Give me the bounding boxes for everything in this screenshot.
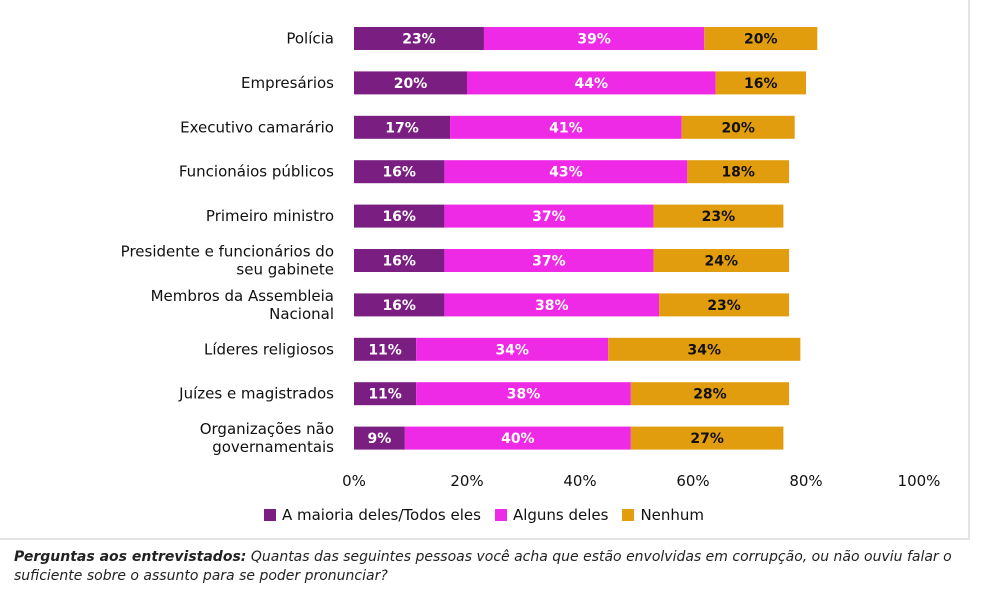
x-tick-label: 100%: [898, 472, 941, 490]
data-label: 23%: [402, 32, 436, 48]
data-label: 9%: [368, 431, 392, 447]
data-label: 17%: [385, 120, 419, 136]
data-label: 27%: [690, 431, 724, 447]
data-label: 16%: [382, 254, 416, 270]
x-tick-label: 0%: [342, 472, 366, 490]
legend-item: Nenhum: [622, 506, 704, 524]
data-label: 34%: [688, 342, 722, 358]
bar-segment: [354, 293, 445, 317]
bar-segment: [354, 382, 417, 406]
bar-segment: [444, 249, 654, 272]
bar-segment: [704, 27, 818, 50]
bar-segment: [653, 204, 784, 228]
x-tick-label: 40%: [563, 472, 596, 490]
bar-segment: [416, 382, 631, 406]
bar-segment: [354, 71, 467, 95]
bar-segment: [354, 337, 417, 361]
footnote: Perguntas aos entrevistados: Quantas das…: [14, 548, 974, 586]
bar-segment: [450, 115, 682, 139]
legend-swatch: [494, 509, 507, 521]
bar-segment: [630, 426, 784, 450]
bar-segment: [630, 382, 790, 406]
data-label: 38%: [507, 387, 541, 403]
bar-segment: [483, 27, 705, 50]
data-label: 40%: [501, 431, 535, 447]
category-label: Primeiro ministro: [206, 207, 334, 225]
legend-item: A maioria deles/Todos eles: [263, 506, 481, 524]
data-label: 41%: [549, 120, 583, 136]
stacked-bar-chart: Polícia 23% 39% 20% Empresários 20% 44% 16% Exec…: [121, 27, 941, 490]
bar-segment: [354, 249, 445, 272]
legend-label: Alguns deles: [512, 506, 609, 524]
legend: A maioria deles/Todos eles Alguns deles Ne…: [0, 506, 968, 524]
bar-segment: [354, 115, 451, 139]
bar-segment: [681, 115, 795, 139]
legend-swatch: [263, 509, 276, 521]
data-label: 16%: [382, 298, 416, 314]
data-label: 20%: [394, 76, 428, 92]
bar-segment: [659, 293, 790, 317]
bar-segment: [404, 426, 631, 450]
category-label: Funcionáios públicos: [179, 163, 334, 181]
data-label: 23%: [702, 209, 736, 225]
data-label: 43%: [549, 165, 583, 181]
category-label: Membros da Assembleia Nacional: [151, 287, 334, 323]
data-label: 37%: [532, 254, 566, 270]
legend-label: Nenhum: [640, 506, 705, 524]
category-label: Juízes e magistrados: [178, 385, 334, 403]
data-label: 20%: [744, 32, 778, 48]
bar-segment: [467, 71, 716, 95]
data-label: 11%: [368, 342, 402, 358]
footnote-text: Quantas das seguintes pessoas você acha …: [14, 549, 952, 584]
chart-frame: Polícia 23% 39% 20% Empresários 20% 44% 16% Exec…: [0, 0, 970, 540]
bar-segment: [715, 71, 806, 95]
category-label: Executivo camarário: [180, 118, 334, 136]
data-label: 16%: [744, 76, 778, 92]
data-label: 28%: [693, 387, 727, 403]
data-label: 20%: [721, 120, 755, 136]
data-label: 16%: [382, 209, 416, 225]
category-label: Presidente e funcionários do seu gabinete: [121, 243, 334, 279]
category-label: Empresários: [241, 74, 334, 92]
data-label: 23%: [707, 298, 741, 314]
bar-segment: [444, 160, 688, 184]
data-label: 11%: [368, 387, 402, 403]
x-tick-label: 60%: [676, 472, 709, 490]
bar-segment: [354, 160, 445, 184]
bar-segment: [687, 160, 790, 184]
data-label: 39%: [577, 32, 611, 48]
legend-label: A maioria deles/Todos eles: [281, 506, 481, 524]
data-label: 16%: [382, 165, 416, 181]
x-tick-label: 80%: [789, 472, 822, 490]
x-tick-label: 20%: [450, 472, 483, 490]
bar-segment: [444, 293, 660, 317]
bar-segment: [354, 204, 445, 228]
bar-segment: [444, 204, 654, 228]
data-label: 37%: [532, 209, 566, 225]
category-label: Polícia: [286, 30, 334, 48]
bar-segment: [653, 249, 790, 272]
category-label: Líderes religiosos: [204, 340, 334, 358]
bar-segment: [608, 337, 801, 361]
legend-swatch: [622, 509, 635, 521]
category-label: Organizações não governamentais: [200, 420, 334, 456]
data-label: 24%: [704, 254, 738, 270]
bar-segment: [416, 337, 609, 361]
bar-segment: [354, 426, 405, 450]
data-label: 34%: [495, 342, 529, 358]
data-label: 18%: [721, 165, 755, 181]
footnote-lead: Perguntas aos entrevistados:: [14, 549, 247, 565]
legend-item: Alguns deles: [494, 506, 609, 524]
bar-segment: [354, 27, 484, 50]
data-label: 38%: [535, 298, 569, 314]
data-label: 44%: [575, 76, 609, 92]
